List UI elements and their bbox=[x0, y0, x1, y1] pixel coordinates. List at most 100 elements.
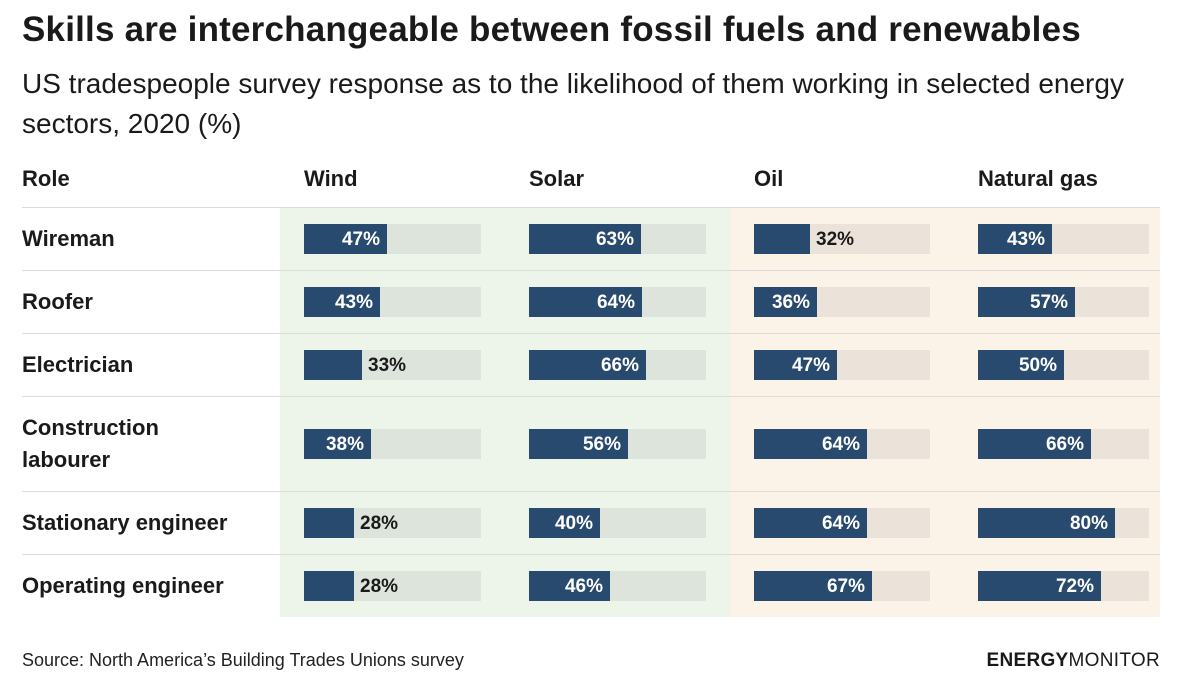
bar-track: 56% bbox=[529, 428, 706, 459]
bar bbox=[754, 224, 810, 254]
bar-track: 40% bbox=[529, 507, 706, 538]
row-divider bbox=[22, 491, 1160, 492]
data-label: 33% bbox=[368, 354, 407, 376]
row-divider bbox=[22, 207, 1160, 208]
bar bbox=[978, 286, 1075, 317]
bar bbox=[529, 349, 646, 380]
data-label: 43% bbox=[1006, 229, 1045, 250]
chart-subtitle: US tradespeople survey response as to th… bbox=[22, 68, 1124, 139]
row-divider bbox=[22, 554, 1160, 555]
data-label: 67% bbox=[826, 575, 865, 597]
column-header-oil: Oil bbox=[754, 166, 784, 191]
bar bbox=[529, 286, 642, 317]
bar-track: 57% bbox=[978, 286, 1149, 317]
data-label: 56% bbox=[582, 433, 621, 455]
bar bbox=[754, 286, 817, 317]
bar-track: 80% bbox=[978, 507, 1149, 538]
data-label: 64% bbox=[596, 291, 635, 313]
data-label: 66% bbox=[600, 354, 639, 376]
row-divider bbox=[22, 396, 1160, 397]
bar-track: 64% bbox=[529, 286, 706, 317]
data-label: 64% bbox=[821, 433, 860, 455]
row-label-line: Operating engineer bbox=[22, 572, 224, 598]
row-label-line: labourer bbox=[22, 446, 111, 472]
chart-title: Skills are interchangeable between fossi… bbox=[22, 10, 1081, 49]
bar bbox=[529, 428, 628, 459]
bar-track: 64% bbox=[754, 507, 930, 538]
logo-light-text: MONITOR bbox=[1068, 650, 1160, 671]
bar bbox=[529, 224, 641, 254]
bar bbox=[754, 507, 867, 538]
bar bbox=[978, 428, 1091, 459]
bar-track: 66% bbox=[978, 428, 1149, 459]
bar-track: 67% bbox=[754, 570, 930, 601]
bar-track: 38% bbox=[304, 428, 481, 459]
energy-monitor-logo: ENERGYMONITOR bbox=[986, 650, 1160, 672]
bar bbox=[978, 349, 1064, 380]
bar bbox=[304, 507, 354, 538]
bar-track: 64% bbox=[754, 428, 930, 459]
column-header-solar: Solar bbox=[529, 166, 585, 191]
data-label: 63% bbox=[595, 229, 634, 250]
row-label-line: Roofer bbox=[22, 288, 93, 314]
bar bbox=[754, 349, 837, 380]
bar-track: 66% bbox=[529, 349, 706, 380]
data-label: 38% bbox=[325, 433, 364, 455]
data-label: 47% bbox=[341, 229, 380, 250]
data-label: 43% bbox=[334, 291, 373, 313]
data-label: 46% bbox=[564, 575, 603, 597]
bar-track: 36% bbox=[754, 286, 930, 317]
bar bbox=[978, 570, 1101, 601]
row-label: Stationary engineer bbox=[22, 507, 227, 539]
bar bbox=[304, 570, 354, 601]
bar-track: 43% bbox=[304, 286, 481, 317]
chart-table: Role Wind Solar Oil Natural gas Wireman 47% 63%… bbox=[0, 150, 1178, 620]
column-header-natural-gas: Natural gas bbox=[978, 166, 1098, 191]
bar-track: 32% bbox=[754, 224, 930, 254]
row-label-line: Stationary engineer bbox=[22, 509, 228, 535]
row-label: Construction labourer bbox=[22, 412, 159, 476]
data-label: 28% bbox=[360, 512, 399, 534]
data-label: 36% bbox=[771, 291, 810, 313]
bar-track: 72% bbox=[978, 570, 1149, 601]
bar-track: 28% bbox=[304, 570, 481, 601]
bar-track: 50% bbox=[978, 349, 1149, 380]
bar-track: 63% bbox=[529, 224, 706, 254]
bar bbox=[978, 507, 1115, 538]
bar bbox=[304, 428, 371, 459]
data-label: 57% bbox=[1029, 291, 1068, 313]
bar bbox=[304, 224, 387, 254]
data-label: 66% bbox=[1045, 433, 1084, 455]
bar bbox=[304, 286, 380, 317]
data-label: 64% bbox=[821, 512, 860, 534]
row-label: Operating engineer bbox=[22, 570, 224, 602]
bar-track: 28% bbox=[304, 507, 481, 538]
bar bbox=[529, 570, 610, 601]
data-label: 40% bbox=[554, 512, 593, 534]
row-divider bbox=[22, 270, 1160, 271]
source-note: Source: North America’s Building Trades … bbox=[22, 650, 464, 670]
column-header-role: Role bbox=[22, 166, 70, 191]
bar bbox=[304, 349, 362, 380]
renewables-background bbox=[280, 208, 730, 617]
data-label: 32% bbox=[816, 229, 855, 250]
row-label: Electrician bbox=[22, 349, 133, 381]
data-label: 47% bbox=[791, 354, 830, 376]
bar-track: 46% bbox=[529, 570, 706, 601]
data-label: 50% bbox=[1018, 354, 1057, 376]
data-label: 28% bbox=[360, 575, 399, 597]
data-label: 72% bbox=[1055, 575, 1094, 597]
bar-track: 47% bbox=[304, 224, 481, 254]
row-label: Roofer bbox=[22, 286, 93, 318]
row-label-line: Wireman bbox=[22, 226, 115, 251]
data-label: 80% bbox=[1069, 512, 1108, 534]
bar bbox=[754, 428, 867, 459]
fossil-background bbox=[730, 208, 1160, 617]
row-label-line: Construction bbox=[22, 414, 159, 440]
bar-track: 33% bbox=[304, 349, 481, 380]
bar bbox=[529, 507, 600, 538]
row-label-line: Electrician bbox=[22, 351, 134, 377]
logo-bold-text: ENERGY bbox=[986, 650, 1069, 671]
bar bbox=[754, 570, 872, 601]
row-divider bbox=[22, 333, 1160, 334]
